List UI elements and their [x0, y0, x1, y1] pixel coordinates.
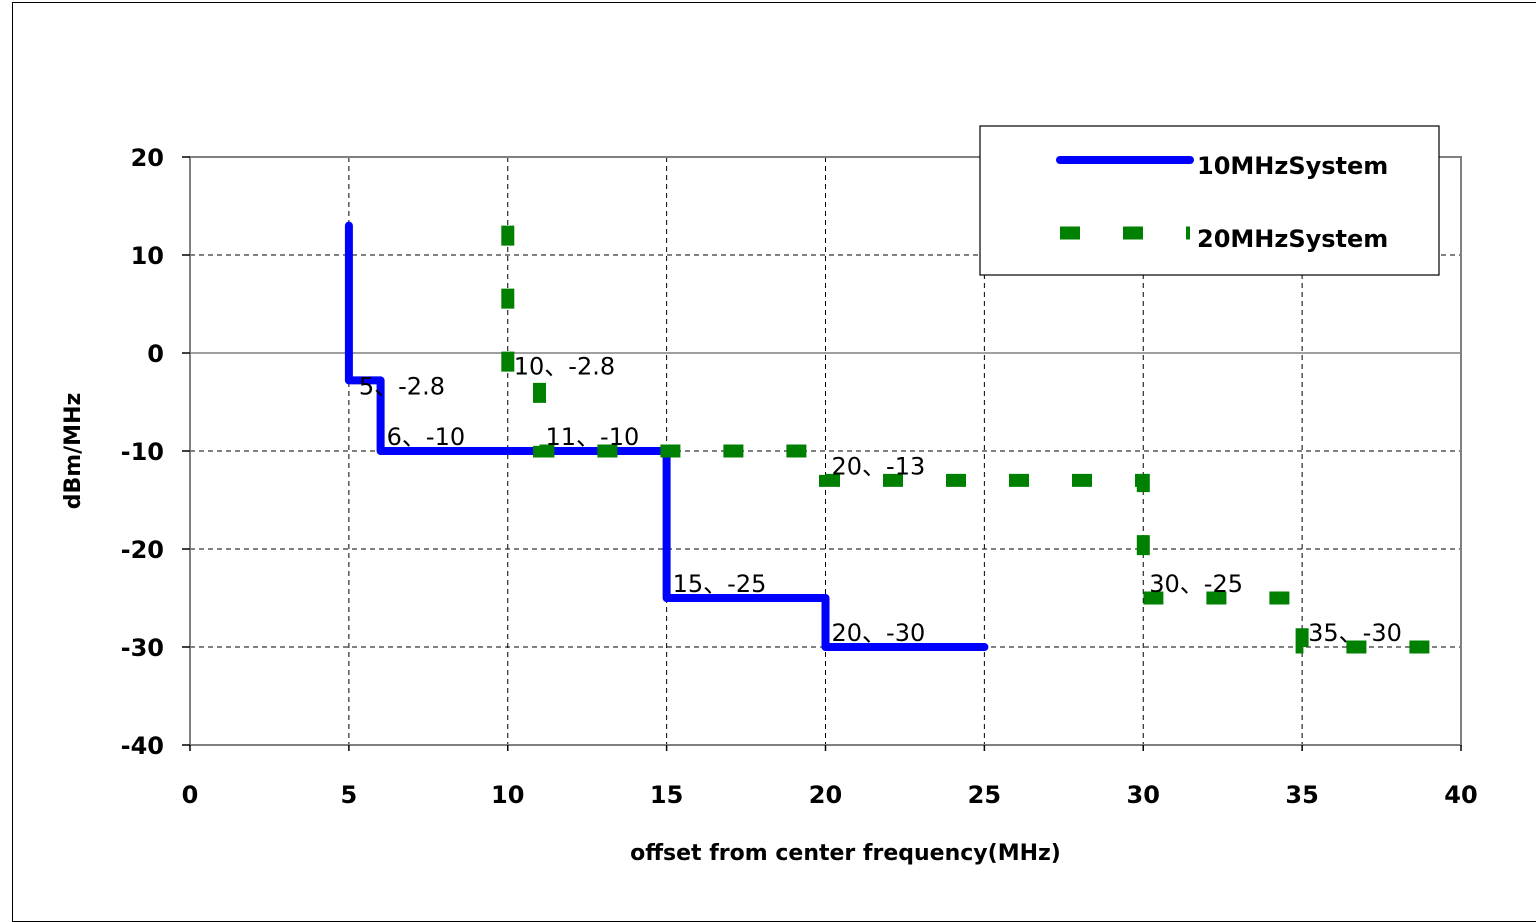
x-tick-label-7: 35: [1285, 781, 1318, 809]
data-label-2: 15、-25: [673, 570, 767, 598]
legend: 10MHzSystem 20MHzSystem: [979, 125, 1440, 276]
x-tick-label-0: 0: [182, 781, 199, 809]
x-axis-title: offset from center frequency(MHz): [630, 841, 1061, 866]
y-tick-label-0: 20: [131, 144, 164, 172]
axis-ticks: 0 5 10 15 20 25 30 35 40 20 10 0 -10 -20 -30 -40: [121, 144, 1478, 809]
data-label-8: 35、-30: [1308, 619, 1402, 647]
x-tick-label-6: 30: [1127, 781, 1160, 809]
data-label-0: 5、-2.8: [359, 372, 445, 400]
y-tick-label-2: 0: [147, 340, 164, 368]
y-axis-title: dBm/MHz: [61, 393, 86, 510]
y-tick-label-5: -30: [121, 634, 164, 662]
y-tick-label-1: 10: [131, 242, 164, 270]
y-tick-label-4: -20: [121, 536, 164, 564]
legend-label-20mhz: 20MHzSystem: [1197, 225, 1388, 253]
x-tick-label-4: 20: [809, 781, 842, 809]
y-tick-label-6: -40: [121, 732, 164, 760]
series-line-1: [501, 225, 1461, 654]
data-label-1: 6、-10: [387, 423, 465, 451]
data-label-5: 11、-10: [546, 423, 640, 451]
x-tick-label-1: 5: [341, 781, 358, 809]
data-labels: 5、-2.8 6、-10 15、-25 20、-30 10、-2.8 11、-10 20、-…: [359, 352, 1402, 647]
data-label-3: 20、-30: [832, 619, 926, 647]
data-label-6: 20、-13: [832, 452, 926, 480]
x-tick-label-3: 15: [650, 781, 683, 809]
legend-box: [979, 125, 1440, 276]
x-tick-label-5: 25: [968, 781, 1001, 809]
legend-label-10mhz: 10MHzSystem: [1197, 152, 1388, 180]
y-tick-label-3: -10: [121, 438, 164, 466]
data-label-7: 30、-25: [1149, 570, 1243, 598]
series-lines: [344, 221, 1461, 654]
data-label-4: 10、-2.8: [514, 352, 615, 380]
x-tick-label-8: 40: [1444, 781, 1477, 809]
x-tick-label-2: 10: [491, 781, 524, 809]
